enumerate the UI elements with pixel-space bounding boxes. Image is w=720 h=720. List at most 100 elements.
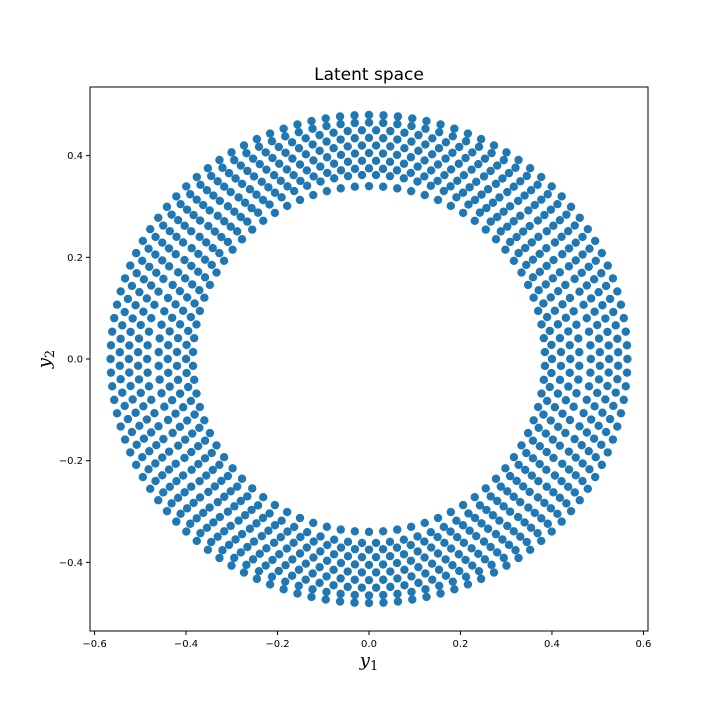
scatter-point [540,210,549,220]
scatter-point [219,256,229,265]
scatter-point [413,532,422,541]
scatter-point [275,550,284,559]
scatter-point [364,164,374,173]
scatter-point [202,523,212,533]
scatter-point [393,135,402,144]
scatter-point [570,274,579,284]
scatter-point [162,506,172,516]
scatter-point [378,182,388,191]
scatter-point [192,195,201,204]
scatter-point [546,293,556,302]
scatter-point [192,172,201,182]
scatter-point [520,518,529,527]
scatter-point [315,130,324,140]
scatter-point [534,423,543,432]
scatter-point [150,300,159,310]
scatter-point [578,232,587,242]
scatter-point [106,341,116,350]
scatter-point [315,562,324,572]
scatter-point [133,361,143,371]
scatter-point [226,487,235,496]
scatter-point [350,118,359,128]
x-tick-label: 0.0 [361,639,377,650]
scatter-point [621,327,630,336]
scatter-point [350,590,359,600]
scatter-point [350,544,360,554]
scatter-point [509,527,518,536]
scatter-point [413,162,422,171]
scatter-point [343,551,353,561]
scatter-point [223,237,233,247]
scatter-point [528,255,538,264]
scatter-point [547,527,556,536]
scatter-point [189,210,198,220]
scatter-point [143,341,152,350]
scatter-point [257,177,266,187]
scatter-point [207,537,216,547]
scatter-point [379,590,388,600]
scatter-point [525,545,535,554]
scatter-point [543,190,552,199]
scatter-point [499,553,508,563]
scatter-point [514,155,523,165]
scatter-point [539,333,549,343]
scatter-point [583,484,593,494]
scatter-point [550,403,560,412]
scatter-point [281,132,290,141]
scatter-point [182,504,192,513]
scatter-point [603,448,612,457]
scatter-point [413,177,422,186]
scatter-point [134,375,144,384]
scatter-point [350,560,360,569]
scatter-point [446,527,455,536]
scatter-point [517,268,526,277]
scatter-point [242,148,251,158]
scatter-point [116,422,125,431]
scatter-point [393,119,402,129]
scatter-point [192,320,201,329]
scatter-point [571,453,580,462]
scatter-point [491,235,501,244]
scatter-point [228,245,237,254]
scatter-point [503,521,512,531]
scatter-point [309,537,318,546]
y-axis-label-sub: 2 [43,350,58,358]
scatter-point [433,513,443,523]
scatter-point [495,516,504,525]
scatter-point [611,388,620,397]
scatter-point [110,395,119,405]
scatter-point [301,150,311,159]
scatter-point [112,409,122,418]
scatter-point [435,127,444,137]
scatter-point [261,148,270,157]
scatter-point [571,238,580,247]
scatter-point [343,142,352,151]
scatter-point [512,476,521,486]
scatter-point [151,476,160,486]
x-axis-label-sub: 1 [370,659,378,674]
scatter-point [186,519,195,528]
scatter-point [427,559,437,568]
scatter-point [171,250,180,259]
scatter-point [207,448,216,458]
scatter-point [492,161,502,170]
scatter-point [201,471,211,480]
scatter-point [601,281,611,291]
scatter-point [533,216,543,225]
scatter-point [180,435,190,444]
scatter-point [565,368,574,378]
scatter-point [564,244,574,253]
scatter-point [289,170,298,180]
scatter-point [392,166,402,175]
scatter-point [549,255,558,265]
scatter-point [586,354,596,364]
scatter-point [578,250,587,259]
scatter-point [496,227,506,236]
scatter-point [571,256,580,265]
scatter-point [217,476,226,486]
scatter-point [329,565,338,574]
scatter-point [483,185,493,194]
scatter-point [265,200,274,209]
scatter-point [420,172,429,181]
scatter-point [178,306,188,315]
